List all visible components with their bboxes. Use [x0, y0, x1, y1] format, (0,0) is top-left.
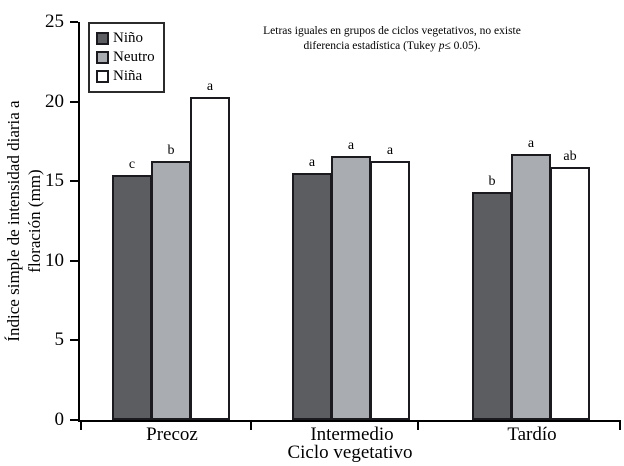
y-axis-tick-label: 10: [45, 249, 64, 271]
x-category-intermedio: Intermedio: [310, 424, 394, 445]
legend-item-nina: Niña: [96, 67, 155, 86]
bar-precoz-neutro: [151, 160, 191, 420]
y-axis-tick: [70, 100, 78, 103]
x-axis-title: Ciclo vegetativo: [287, 442, 413, 463]
annotation-line1: Letras iguales en grupos de ciclos veget…: [263, 25, 521, 37]
bar-intermedio-niña: [370, 160, 410, 420]
y-axis-title-line2: floración (mm): [25, 169, 44, 273]
significance-letter: a: [386, 142, 394, 158]
bar-intermedio-niño: [292, 173, 332, 420]
legend-label-nino: Niño: [113, 30, 143, 46]
x-axis-tick: [619, 422, 621, 430]
significance-letter: c: [128, 156, 136, 172]
significance-letter: a: [308, 155, 316, 171]
y-axis-tick: [70, 339, 78, 342]
legend: Niño Neutro Niña: [88, 22, 165, 93]
y-axis-tick: [70, 21, 78, 23]
significance-letter: b: [167, 142, 175, 158]
x-axis-tick: [250, 422, 252, 430]
x-category-precoz: Precoz: [146, 424, 198, 445]
significance-letter: b: [488, 174, 496, 190]
y-axis-tick-label: 5: [54, 329, 65, 351]
significance-letter: a: [206, 78, 214, 94]
legend-swatch-neutro: [96, 51, 109, 64]
legend-item-nino: Niño: [96, 29, 155, 48]
legend-label-nina: Niña: [113, 68, 143, 84]
y-axis-title: Índice simple de intensidad diaria a flo…: [3, 16, 47, 426]
legend-item-neutro: Neutro: [96, 48, 155, 67]
annotation-p-italic: p: [438, 39, 445, 52]
y-axis-title-line1: Índice simple de intensidad diaria a: [4, 100, 23, 342]
y-axis-tick: [70, 180, 78, 183]
bar-intermedio-neutro: [331, 155, 371, 420]
y-axis-tick-label: 20: [45, 90, 64, 112]
legend-swatch-nino: [96, 32, 109, 45]
y-axis-tick: [70, 419, 78, 421]
bar-tardío-niño: [472, 192, 512, 420]
bar-tardío-neutro: [511, 154, 551, 420]
bar-precoz-niña: [190, 96, 230, 420]
y-axis-tick-label: 25: [45, 11, 64, 32]
significance-letter: a: [527, 136, 535, 152]
annotation-text: Letras iguales en grupos de ciclos veget…: [225, 24, 559, 53]
bar-precoz-niño: [112, 174, 152, 420]
x-axis-tick: [80, 422, 82, 430]
bar-tardío-niña: [550, 166, 590, 420]
legend-swatch-nina: [96, 70, 109, 83]
legend-label-neutro: Neutro: [113, 49, 155, 65]
y-axis-tick-label: 15: [45, 170, 64, 192]
y-axis-tick: [70, 259, 78, 262]
annotation-line2: diferencia estadística (Tukey p≤ 0.05).: [303, 39, 481, 52]
y-axis-tick-label: 0: [54, 409, 65, 430]
significance-letter: ab: [563, 148, 577, 164]
x-category-tardio: Tardío: [507, 424, 557, 445]
plot-area: 0 5 10 15 20 25 c b a a a a b a ab: [45, 12, 621, 430]
x-axis-tick: [417, 422, 419, 430]
significance-letter: a: [347, 137, 355, 153]
